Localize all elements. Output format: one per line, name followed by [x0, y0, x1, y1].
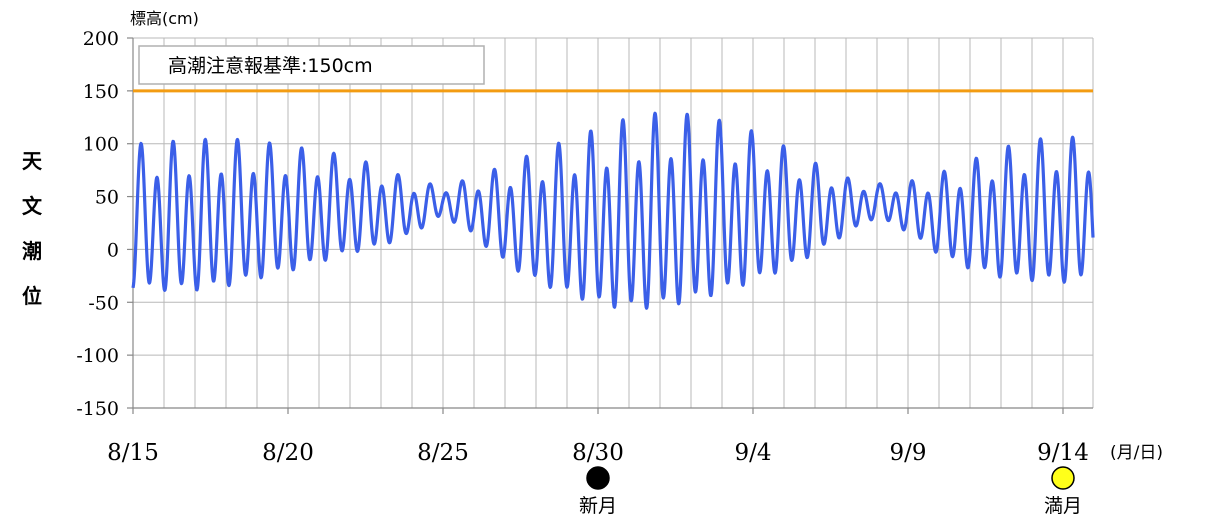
y-tick-label: -150 — [76, 398, 119, 420]
y-axis-title: 標高(cm) — [130, 9, 199, 28]
tide-series-line — [131, 111, 1095, 310]
x-axis-unit-label: (月/日) — [1110, 443, 1163, 463]
x-tick-label: 8/20 — [262, 440, 314, 466]
threshold-label: 高潮注意報基準:150cm — [168, 55, 373, 77]
y-side-label-char: 潮 — [22, 239, 42, 263]
y-tick-labels: -150 -100 -50 0 50 100 150 200 — [76, 28, 119, 420]
y-tick-label: 100 — [83, 134, 119, 156]
y-side-label-char: 文 — [22, 194, 43, 218]
full-moon-icon — [1051, 466, 1075, 490]
x-tick-label: 9/4 — [734, 440, 771, 466]
y-tick-label: 50 — [95, 187, 119, 209]
moon-label: 新月 — [579, 495, 617, 517]
x-tick-labels: 8/15 8/20 8/25 8/30 9/4 9/9 9/14 — [107, 440, 1089, 466]
moon-label: 満月 — [1044, 495, 1082, 517]
y-tick-label: -50 — [88, 292, 119, 314]
y-tick-label: 150 — [83, 81, 119, 103]
y-tick-label: 200 — [83, 28, 119, 50]
threshold-group: 高潮注意報基準:150cm — [133, 45, 1093, 93]
x-tick-label: 8/15 — [107, 440, 159, 466]
moon-annotations: 新月 満月 — [579, 466, 1082, 517]
axes — [127, 37, 1093, 414]
y-side-label-char: 天 — [22, 149, 43, 173]
new-moon-icon — [586, 466, 610, 490]
y-tick-label: 0 — [107, 239, 119, 261]
x-tick-label: 8/30 — [572, 440, 624, 466]
series-group — [131, 111, 1095, 310]
x-tick-label: 9/9 — [889, 440, 926, 466]
y-side-label-char: 位 — [22, 284, 42, 308]
threshold-legend-box — [138, 45, 485, 85]
x-tick-label: 9/14 — [1037, 440, 1089, 466]
x-tick-label: 8/25 — [417, 440, 469, 466]
y-tick-label: -100 — [76, 345, 119, 367]
